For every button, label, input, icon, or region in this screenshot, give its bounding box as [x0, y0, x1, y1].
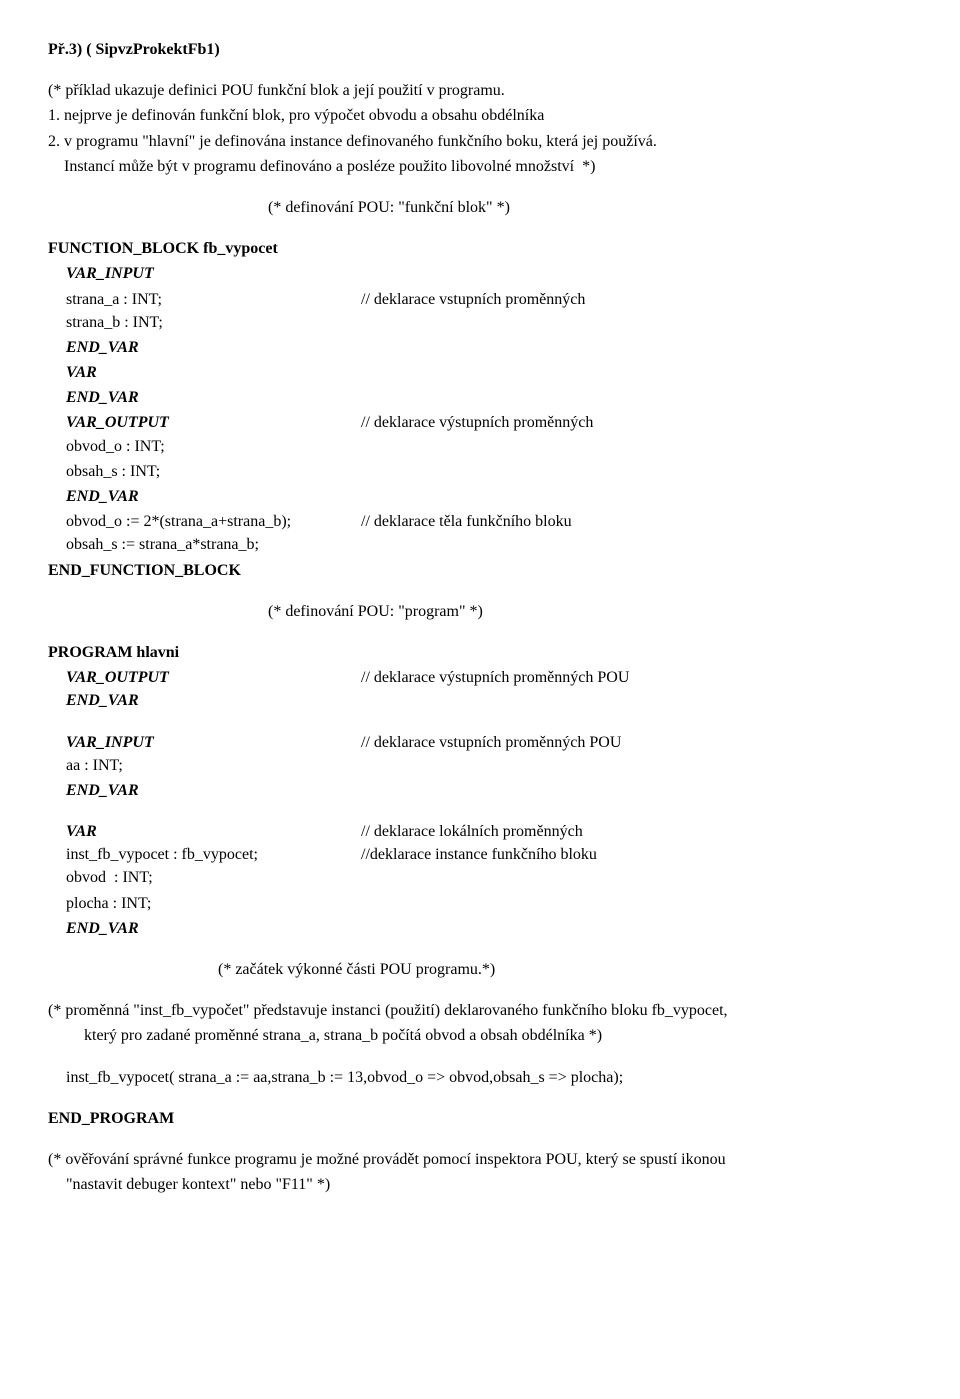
fb-body-2: obsah_s := strana_a*strana_b; [48, 533, 912, 556]
title: Př.3) ( SipvzProkektFb1) [48, 38, 912, 61]
prog-var-input-comment: // deklarace vstupních proměnných POU [361, 731, 621, 754]
fb-obvod-o: obvod_o : INT; [48, 435, 912, 458]
intro-line: Instancí může být v programu definováno … [48, 155, 912, 178]
prog-inst-comment: //deklarace instance funkčního bloku [361, 843, 597, 866]
prog-var-output-comment: // deklarace výstupních proměnných POU [361, 666, 629, 689]
prog-var-input: VAR_INPUT [66, 731, 361, 754]
fb-var: VAR [48, 361, 912, 384]
comment-def-fb: (* definování POU: "funkční blok" *) [48, 196, 912, 219]
intro-line: (* příklad ukazuje definici POU funkční … [48, 79, 912, 102]
fb-end: END_FUNCTION_BLOCK [48, 559, 912, 582]
fb-end-var: END_VAR [48, 485, 912, 508]
end-program: END_PROGRAM [48, 1107, 912, 1130]
intro-line: 1. nejprve je definován funkční blok, pr… [48, 104, 912, 127]
fb-end-var: END_VAR [48, 386, 912, 409]
prog-var-comment: // deklarace lokálních proměnných [361, 820, 583, 843]
prog-aa: aa : INT; [48, 754, 912, 777]
fb-strana-b: strana_b : INT; [48, 311, 912, 334]
prog-obvod: obvod : INT; [48, 866, 912, 889]
call-line: inst_fb_vypocet( strana_a := aa,strana_b… [48, 1066, 912, 1089]
fb-strana-a: strana_a : INT; [66, 288, 361, 311]
note-debug-1: (* ověřování správné funkce programu je … [48, 1148, 912, 1171]
note-instance-2: který pro zadané proměnné strana_a, stra… [48, 1024, 912, 1047]
comment-exec-start: (* začátek výkonné části POU programu.*) [48, 958, 912, 981]
fb-body-1-comment: // deklarace těla funkčního bloku [361, 510, 572, 533]
prog-inst: inst_fb_vypocet : fb_vypocet; [66, 843, 361, 866]
prog-var-output: VAR_OUTPUT [66, 666, 361, 689]
prog-var: VAR [66, 820, 361, 843]
fb-var-input: VAR_INPUT [48, 262, 912, 285]
fb-strana-a-comment: // deklarace vstupních proměnných [361, 288, 585, 311]
fb-head: FUNCTION_BLOCK fb_vypocet [48, 237, 912, 260]
intro-line: 2. v programu "hlavní" je definována ins… [48, 130, 912, 153]
prog-plocha: plocha : INT; [48, 892, 912, 915]
prog-head: PROGRAM hlavni [48, 641, 912, 664]
fb-body-1: obvod_o := 2*(strana_a+strana_b); [66, 510, 361, 533]
prog-end-var: END_VAR [48, 689, 912, 712]
fb-var-output-comment: // deklarace výstupních proměnných [361, 411, 593, 434]
comment-def-program: (* definování POU: "program" *) [48, 600, 912, 623]
fb-obsah-s: obsah_s : INT; [48, 460, 912, 483]
prog-end-var: END_VAR [48, 779, 912, 802]
note-instance-1: (* proměnná "inst_fb_vypočet" představuj… [48, 999, 912, 1022]
note-debug-2: "nastavit debuger kontext" nebo "F11" *) [48, 1173, 912, 1196]
prog-end-var: END_VAR [48, 917, 912, 940]
fb-var-output: VAR_OUTPUT [66, 411, 361, 434]
fb-end-var: END_VAR [48, 336, 912, 359]
